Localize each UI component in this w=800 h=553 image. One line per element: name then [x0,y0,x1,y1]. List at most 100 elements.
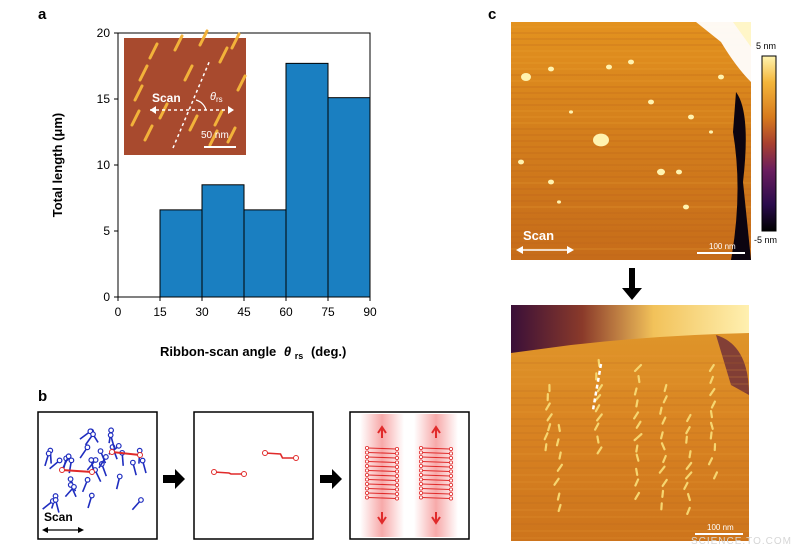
x-tick-label: 60 [279,305,293,319]
molecule-head [364,450,369,455]
molecule-spot [518,159,524,165]
molecule-head [97,448,104,454]
ribbon-spot [658,465,666,474]
scan-line [511,56,751,58]
afm-image-before: Scan 100 nm [511,22,751,260]
scan-line [511,206,751,208]
schematic-b: Scan [37,411,470,540]
molecule-head [90,431,96,438]
scan-line [511,200,751,202]
selected-molecule [61,469,93,473]
ribbon-spot [659,406,663,415]
ribbon [148,42,159,60]
molecule-head [137,452,143,458]
molecule-head [65,453,72,460]
bright-edge [696,22,751,82]
scan-line [511,446,749,448]
scan-line [511,110,751,112]
scan-line [511,32,751,34]
ribbon-spot [685,461,693,471]
molecule-spots [518,59,724,210]
growth-arrow-up-icon [431,425,441,438]
scan-line [511,170,751,172]
aligned-molecule [367,474,397,477]
molecule-head [45,450,52,457]
ribbon [143,124,154,142]
molecule-spot [648,99,654,105]
molecule-head [364,463,369,468]
molecule-spot [688,114,694,120]
ribbon-spot [544,443,548,452]
axes: 0 15 30 45 60 75 90 0 5 10 15 20 [97,26,377,319]
bright-corner [733,22,751,47]
afm-ribbon-line [591,363,603,411]
ribbon-spot [637,374,641,384]
scan-line [511,254,751,256]
ribbon-spot [707,457,714,466]
molecule-head [394,491,399,496]
molecule-head [88,457,95,463]
schematic-arrow-left-icon [42,527,48,533]
molecule-head [394,455,399,460]
molecule-head [418,472,423,477]
ribbon-spot [662,454,667,464]
ribbon-spot [633,433,643,442]
x-tick-label: 75 [321,305,335,319]
ribbon-spot [661,416,667,425]
molecule-head [418,486,423,491]
ribbon-spot [594,404,601,413]
y-tick-label: 5 [103,224,110,238]
molecule-head [364,481,369,486]
ribbon-spot [633,387,638,396]
y-axis-label: Total length (μm) [50,113,65,217]
scan-line [511,116,751,118]
aligned-molecule [421,456,451,459]
scan-line [511,92,751,94]
molecule-head [418,477,423,482]
inset-afm-image: Scan θrs 50 nm [124,29,247,155]
scan-line [511,460,749,462]
scan-line [511,432,749,434]
scan-line [511,453,749,455]
molecule-head [88,492,95,499]
molecule-head [448,469,453,474]
molecule-head [418,450,423,455]
ribbon-spot [663,383,668,393]
ribbon-spot [686,492,691,502]
molecule-head [116,473,123,480]
scan-line [511,98,751,100]
aligned-molecule [421,492,451,495]
arrow-down-icon [622,268,642,300]
molecule-spot [521,73,531,81]
inset-scale-label: 50 nm [201,130,229,141]
scan-line [511,355,749,357]
afm-scale-label-top: 100 nm [709,242,736,251]
scan-line [511,134,751,136]
molecule-head [448,460,453,465]
molecule-head [89,469,95,475]
scan-line [511,502,749,504]
arrow-right-icon [320,469,342,489]
scan-line [511,390,749,392]
molecule-head [262,450,268,456]
ribbon [236,74,247,92]
scan-line [511,397,749,399]
random-molecules [42,427,147,513]
molecule-head [448,446,453,451]
ribbon-spot [547,423,552,432]
angle-arc [195,99,207,111]
ribbon-spot [709,410,714,419]
panel-label-c: c [488,6,497,23]
molecule-head [115,442,122,449]
scan-line [511,164,751,166]
scan-line [511,86,751,88]
molecule-head [418,481,423,486]
molecule-head [418,454,423,459]
schematic-arrow-right-icon [78,527,84,533]
molecule-head [418,468,423,473]
colorbar-max-label: 5 nm [756,41,776,51]
ribbon-spot [558,451,562,460]
molecule-spot [593,133,609,147]
inset-ribbons [130,29,247,147]
molecule-head [394,496,399,501]
